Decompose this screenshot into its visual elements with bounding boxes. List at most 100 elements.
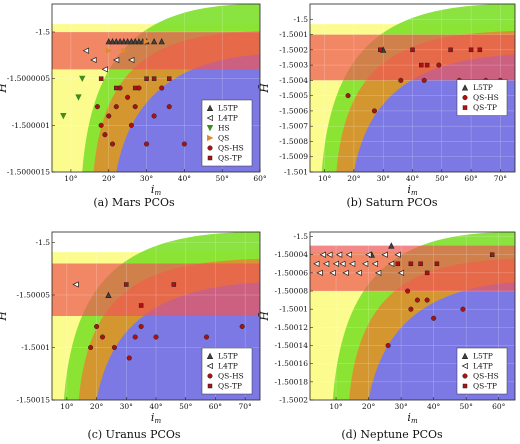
point-l4tp-7 <box>335 251 343 258</box>
y-axis-label: H̃ <box>258 311 271 322</box>
point-l5tp-7 <box>132 37 139 45</box>
y-tick-label: -1.5001 <box>279 30 308 39</box>
caption-saturn: (b) Saturn PCOs <box>346 196 437 209</box>
plot-frame <box>51 3 261 173</box>
panel-saturn: 10° 20° 30° 40° 50° 60° 70° -1.5 -1.5001 -1.5002 -… <box>258 3 516 197</box>
point-l5tp-8 <box>135 37 143 45</box>
point-qs-hs-4 <box>126 355 132 361</box>
point-qs-tp-1 <box>410 47 415 53</box>
point-qs-hs-8 <box>203 334 210 340</box>
point-qs-tp-0 <box>124 282 129 287</box>
point-qs-tp-2 <box>171 282 177 287</box>
legend-label-qs-tp: QS-TP <box>218 382 242 391</box>
legend-marker-l4tp <box>206 114 213 122</box>
point-qs-hs-12 <box>151 113 157 119</box>
legend-label-l5tp: L5TP <box>473 83 493 92</box>
point-qs-tp-6 <box>477 47 483 53</box>
point-qs-hs-14 <box>166 104 172 110</box>
x-tick-label: 30° <box>377 174 391 183</box>
plot-area <box>310 4 515 172</box>
point-qs-hs-7 <box>125 94 131 100</box>
y-tick-label: -1.5008 <box>279 137 308 146</box>
point-qs-tp-1 <box>408 261 414 267</box>
legend-label-l5tp: L5TP <box>218 352 238 361</box>
legend-marker-qs <box>207 134 214 142</box>
y-tick-label: -1.50015 <box>16 396 50 405</box>
point-qs-hs-3 <box>414 297 420 303</box>
point-l5tp-11 <box>150 37 158 45</box>
x-axis-label-sub: m <box>411 417 418 425</box>
legend-marker-hs <box>206 125 214 132</box>
point-qs-tp-3 <box>144 76 149 81</box>
point-l4tp-11 <box>348 260 356 267</box>
point-qs-hs-2 <box>99 334 106 340</box>
x-tick-label: 70° <box>238 402 252 411</box>
point-qs-tp-2 <box>418 261 423 267</box>
legend-label-qs-tp: QS-TP <box>473 103 497 112</box>
point-qs-hs-13 <box>159 85 165 91</box>
point-l4tp-12 <box>355 269 362 277</box>
y-tick-label: -1.5006 <box>279 106 308 115</box>
point-qs-tp-1 <box>138 303 144 308</box>
x-tick-label: 60° <box>492 402 506 411</box>
point-l4tp-16 <box>374 269 382 277</box>
y-tick-label: -1.5 <box>294 232 309 241</box>
point-l5tp-1 <box>388 242 395 249</box>
legend-marker-qs-hs <box>462 95 468 101</box>
legend-label-l4tp: L4TP <box>473 362 493 371</box>
legend-label-qs-hs: QS-HS <box>473 93 499 102</box>
legend-label-qs-tp: QS-TP <box>473 382 497 391</box>
point-l5tp-0 <box>105 37 112 45</box>
x-tick-label: 20° <box>362 402 376 411</box>
point-l4tp-3 <box>322 260 330 267</box>
x-tick-label: 50° <box>179 402 193 411</box>
point-qs-hs-4 <box>424 297 430 303</box>
point-l4tp-13 <box>361 260 369 267</box>
x-tick-label: 20° <box>90 402 104 411</box>
x-axis-label-sub: m <box>154 189 161 197</box>
legend-label-l4tp: L4TP <box>218 362 238 371</box>
x-tick-label: 10° <box>64 174 78 183</box>
point-qs-hs-4 <box>109 141 116 147</box>
y-axis-label: H̃ <box>0 311 9 322</box>
point-qs-tp-2 <box>132 85 138 91</box>
point-qs-hs-0 <box>94 104 100 110</box>
point-qs-hs-2 <box>398 77 404 83</box>
x-tick-label: 50° <box>216 174 230 183</box>
point-qs-hs-1 <box>98 122 104 128</box>
y-tick-label: -1.50018 <box>274 377 308 386</box>
y-tick-label: -1.5000015 <box>7 168 50 177</box>
point-qs-hs-8 <box>128 122 134 128</box>
point-qs-tp-0 <box>98 76 104 81</box>
legend-box <box>201 99 253 167</box>
y-tick-label: -1.5001 <box>279 305 308 314</box>
point-l5tp-5 <box>124 37 131 45</box>
y-axis-label: H̃ <box>258 83 271 94</box>
point-qs-tp-2 <box>419 62 424 68</box>
point-qs-hs-4 <box>436 62 442 68</box>
x-tick-label: 50° <box>460 402 474 411</box>
point-hs-0 <box>60 113 67 120</box>
legend-label-l5tp: L5TP <box>473 352 493 361</box>
y-tick-label: -1.5 <box>294 15 309 24</box>
y-tick-label: -1.5002 <box>279 396 308 405</box>
x-tick-label: 20° <box>347 174 361 183</box>
y-tick-label: -1.5 <box>36 238 51 247</box>
x-tick-label: 40° <box>178 174 192 183</box>
point-qs-tp-1 <box>114 85 119 91</box>
legend-label-qs: QS <box>218 134 229 143</box>
y-tick-label: -1.50006 <box>274 268 308 277</box>
point-l4tp-0 <box>82 47 89 54</box>
point-qs-tp-0 <box>395 261 401 267</box>
point-l4tp-4 <box>128 56 135 64</box>
point-qs-hs-0 <box>88 344 94 351</box>
legend-marker-qs-tp <box>462 105 468 110</box>
point-l4tp-14 <box>365 251 372 258</box>
x-tick-label: 30° <box>120 402 134 411</box>
x-axis-label-sub: m <box>411 189 418 197</box>
legend-marker-qs-hs <box>207 373 213 379</box>
point-qs-tp-0 <box>378 47 383 53</box>
point-l4tp-15 <box>371 260 379 267</box>
x-tick-label: 70° <box>494 174 508 183</box>
y-tick-label: -1.5001 <box>21 343 50 352</box>
